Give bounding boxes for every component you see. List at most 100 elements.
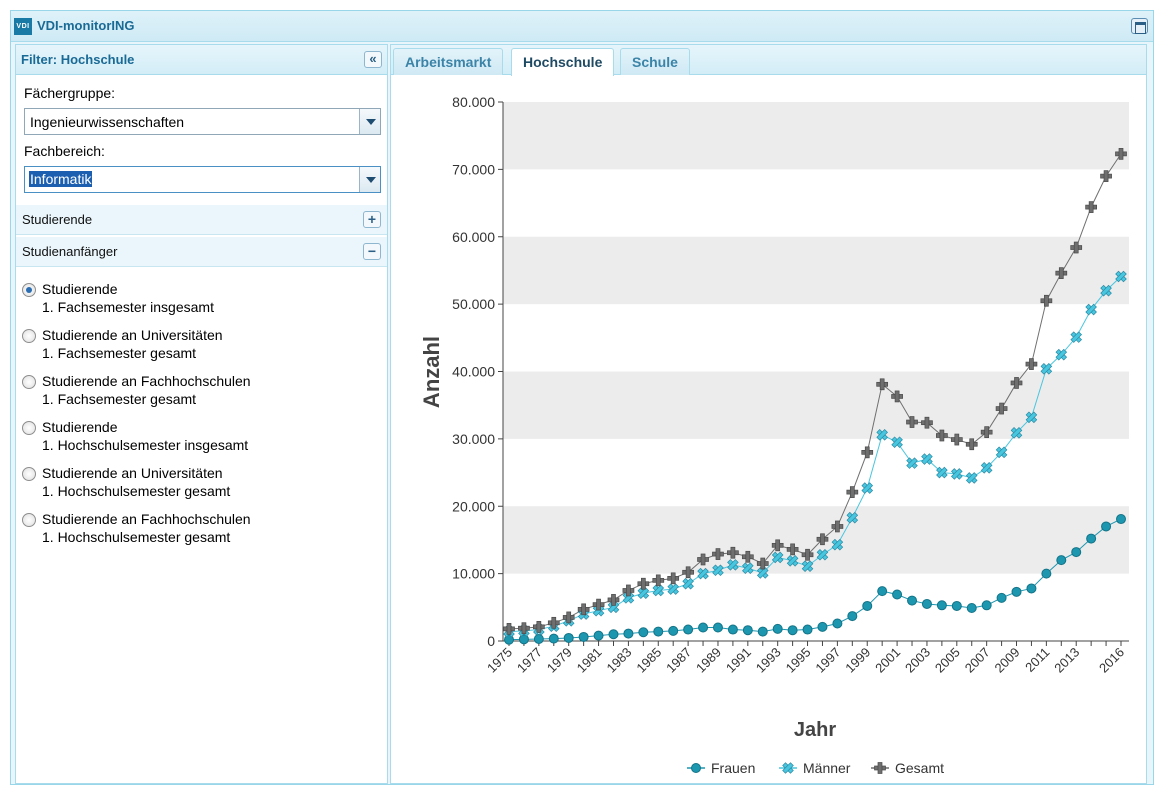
data-point-frauen	[951, 600, 962, 611]
radio-button[interactable]	[22, 467, 36, 481]
fachbereich-label: Fachbereich:	[24, 143, 105, 159]
radio-option-sublabel: 1. Fachsemester insgesamt	[42, 299, 214, 315]
faechergruppe-select[interactable]: Ingenieurwissenschaften	[24, 108, 381, 135]
legend-label: Frauen	[711, 760, 755, 776]
radio-option[interactable]: Studierende an Universitäten 1. Hochschul…	[22, 465, 382, 505]
data-point-gesamt	[592, 598, 605, 611]
legend-marker	[782, 762, 794, 774]
chart-area: 0 10.000 20.000 30.000 40.000 50.000 60.000 70.…	[391, 76, 1146, 784]
x-tick-label: 1983	[603, 645, 634, 676]
data-point-gesamt	[861, 446, 874, 459]
section-studienanfaenger-label: Studienanfänger	[22, 244, 118, 259]
x-tick-label: 1997	[812, 645, 843, 676]
data-point-frauen	[578, 631, 589, 642]
data-point-gesamt	[831, 520, 844, 533]
data-point-frauen	[712, 622, 723, 633]
y-tick-label: 40.000	[452, 364, 495, 380]
data-point-gesamt	[1010, 377, 1023, 389]
data-point-männer	[861, 482, 874, 494]
x-tick-label: 1985	[633, 645, 664, 676]
tab-bar: Arbeitsmarkt Hochschule Schule	[391, 45, 1146, 76]
data-point-frauen	[832, 618, 843, 629]
data-point-gesamt	[697, 553, 709, 566]
series-line-männer	[508, 276, 1122, 633]
data-point-gesamt	[906, 416, 918, 428]
y-axis-title: Anzahl	[419, 336, 444, 408]
legend-marker	[874, 762, 886, 774]
window-restore-button[interactable]	[1131, 18, 1148, 34]
faechergruppe-label: Fächergruppe:	[24, 85, 116, 101]
radio-option-sublabel: 1. Fachsemester gesamt	[42, 391, 197, 407]
data-point-männer	[786, 555, 799, 567]
data-point-männer	[712, 564, 724, 577]
data-point-männer	[771, 551, 784, 564]
radio-option-label: Studierende an Fachhochschulen	[42, 511, 251, 527]
data-point-frauen	[847, 611, 858, 622]
data-point-frauen	[757, 626, 768, 637]
grid-band	[503, 236, 1129, 305]
data-point-gesamt	[1070, 241, 1083, 254]
data-point-frauen	[877, 586, 888, 597]
radio-button[interactable]	[22, 513, 36, 527]
data-point-frauen	[1056, 555, 1067, 566]
radio-option[interactable]: Studierende 1. Fachsemester insgesamt	[22, 281, 382, 321]
data-point-frauen	[787, 625, 798, 636]
section-studierende[interactable]: Studierende +	[16, 205, 387, 235]
y-tick-label: 70.000	[452, 161, 495, 177]
filter-panel-header: Filter: Hochschule «	[16, 45, 387, 75]
radio-option-label: Studierende	[42, 281, 118, 297]
radio-option[interactable]: Studierende 1. Hochschulsemester insgesam…	[22, 419, 382, 459]
x-tick-label: 2009	[992, 645, 1023, 676]
radio-option[interactable]: Studierende an Universitäten 1. Fachsemes…	[22, 327, 382, 367]
y-tick-label: 60.000	[452, 229, 495, 245]
data-point-männer	[1055, 348, 1068, 361]
radio-button[interactable]	[22, 375, 36, 389]
radio-button[interactable]	[22, 329, 36, 343]
radio-option-label: Studierende	[42, 419, 118, 435]
fachbereich-select[interactable]: Informatik	[24, 166, 381, 193]
data-point-frauen	[1071, 547, 1082, 558]
data-point-gesamt	[1100, 170, 1112, 182]
fachbereich-value: Informatik	[29, 171, 93, 187]
data-point-gesamt	[533, 621, 545, 633]
data-point-frauen	[966, 602, 977, 613]
data-point-männer	[697, 567, 709, 580]
data-point-männer	[1010, 427, 1023, 439]
data-point-frauen	[593, 630, 604, 641]
data-point-männer	[1040, 363, 1053, 375]
data-point-männer	[1070, 331, 1083, 343]
tab-arbeitsmarkt[interactable]: Arbeitsmarkt	[393, 48, 504, 75]
data-point-frauen	[727, 624, 738, 635]
data-point-frauen	[1116, 514, 1126, 525]
data-point-frauen	[936, 600, 947, 611]
radio-option-sublabel: 1. Hochschulsemester insgesamt	[42, 437, 249, 453]
data-point-gesamt	[622, 584, 635, 597]
radio-option-sublabel: 1. Fachsemester gesamt	[42, 345, 197, 361]
data-point-frauen	[1011, 586, 1022, 597]
collapse-panel-button[interactable]: «	[364, 51, 382, 68]
x-tick-label: 1987	[663, 645, 694, 676]
tab-hochschule[interactable]: Hochschule	[511, 48, 615, 76]
collapse-icon[interactable]: −	[363, 243, 381, 260]
radio-button[interactable]	[22, 421, 36, 435]
chevron-down-icon[interactable]	[359, 109, 380, 134]
data-point-frauen	[742, 625, 753, 636]
data-point-frauen	[1101, 521, 1112, 532]
y-tick-label: 30.000	[452, 431, 495, 447]
tab-schule[interactable]: Schule	[620, 48, 690, 75]
section-studierende-label: Studierende	[22, 212, 93, 227]
radio-option[interactable]: Studierende an Fachhochschulen 1. Hochsch…	[22, 511, 382, 551]
data-point-männer	[727, 559, 739, 571]
data-point-gesamt	[786, 543, 799, 556]
data-point-frauen	[1041, 568, 1052, 579]
data-point-männer	[622, 592, 635, 604]
section-studienanfaenger[interactable]: Studienanfänger −	[16, 237, 387, 267]
data-point-frauen	[862, 600, 873, 611]
expand-icon[interactable]: +	[363, 211, 381, 228]
radio-option[interactable]: Studierende an Fachhochschulen 1. Fachsem…	[22, 373, 382, 413]
grid-band	[503, 371, 1129, 439]
radio-button[interactable]	[22, 283, 36, 297]
data-point-gesamt	[921, 416, 933, 429]
data-point-gesamt	[1025, 358, 1038, 370]
chevron-down-icon[interactable]	[359, 167, 380, 192]
